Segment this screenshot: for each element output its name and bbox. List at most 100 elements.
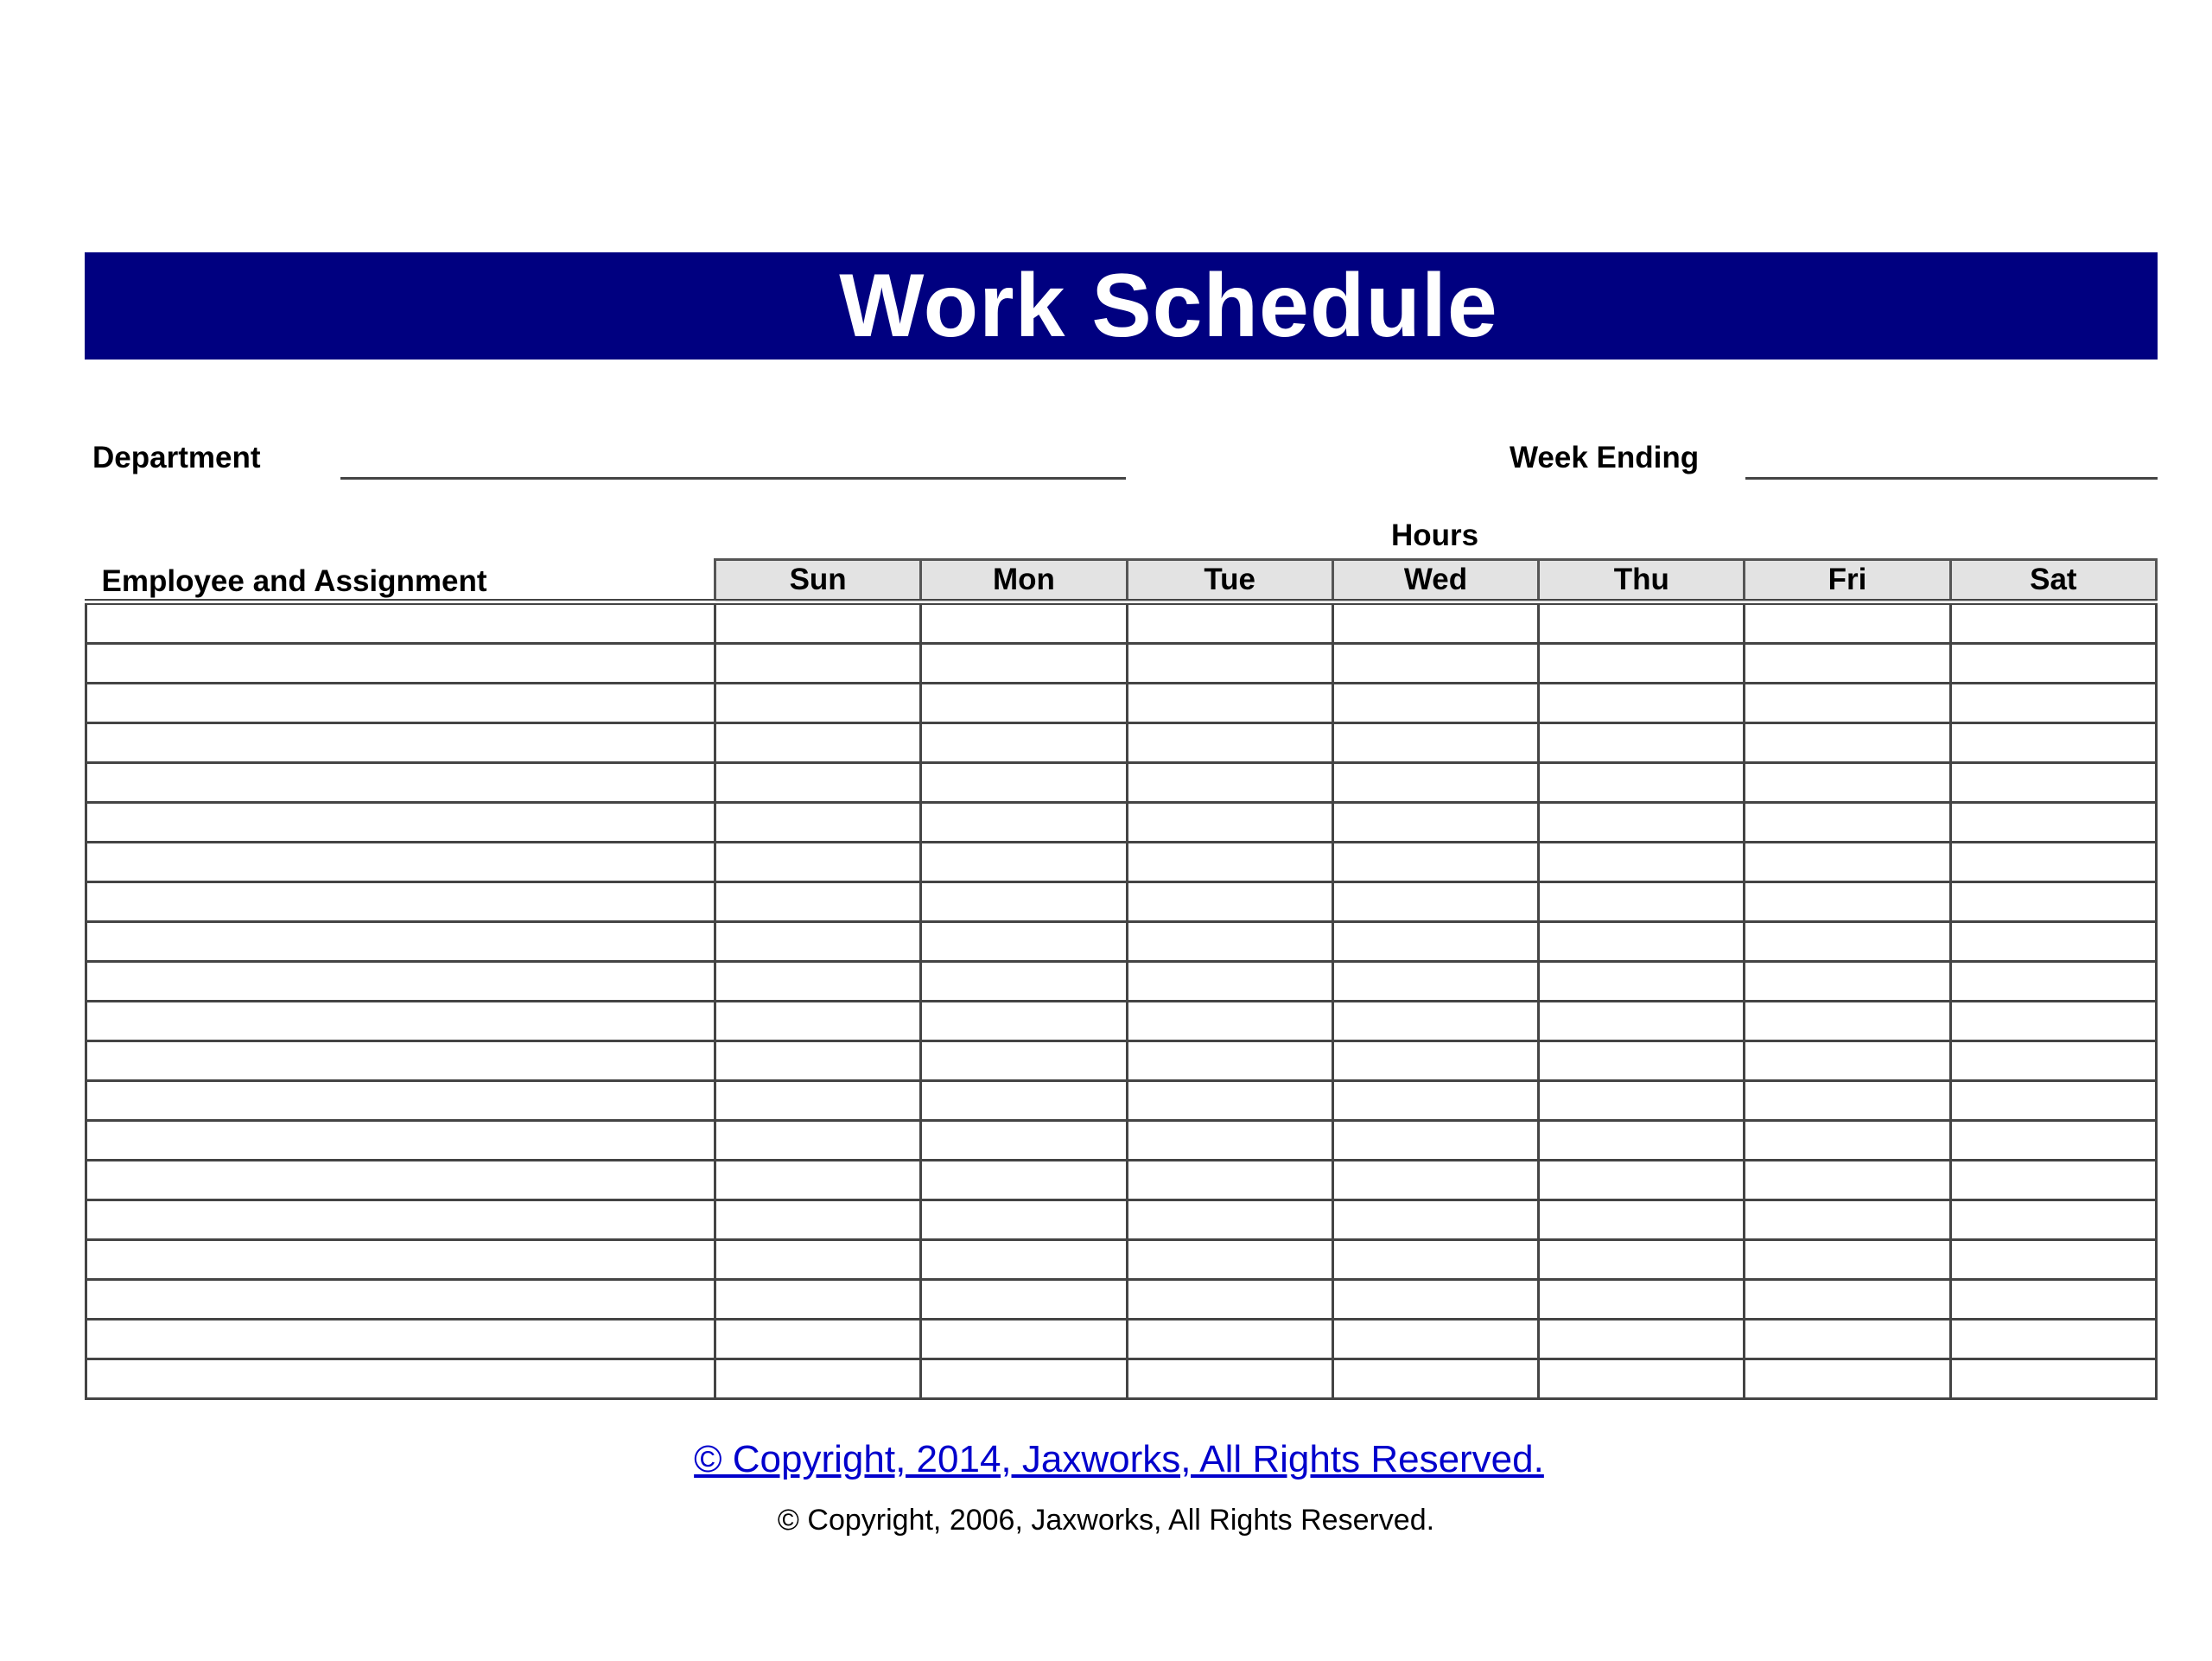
employee-cell[interactable] [85, 722, 716, 764]
hours-cell-tue[interactable] [1125, 682, 1334, 724]
hours-cell-sat[interactable] [1948, 1199, 2158, 1241]
hours-cell-mon[interactable] [919, 1278, 1128, 1321]
hours-cell-thu[interactable] [1537, 881, 1746, 923]
hours-cell-thu[interactable] [1537, 801, 1746, 843]
hours-cell-fri[interactable] [1743, 801, 1952, 843]
hours-cell-wed[interactable] [1331, 1318, 1541, 1360]
hours-cell-sun[interactable] [713, 1318, 923, 1360]
hours-cell-thu[interactable] [1537, 642, 1746, 684]
hours-cell-fri[interactable] [1743, 1278, 1952, 1321]
hours-cell-fri[interactable] [1743, 960, 1952, 1002]
hours-cell-sun[interactable] [713, 642, 923, 684]
hours-cell-thu[interactable] [1537, 1040, 1746, 1082]
hours-cell-tue[interactable] [1125, 1040, 1334, 1082]
hours-cell-tue[interactable] [1125, 599, 1334, 645]
hours-cell-wed[interactable] [1331, 1278, 1541, 1321]
employee-cell[interactable] [85, 1199, 716, 1241]
hours-cell-mon[interactable] [919, 1199, 1128, 1241]
hours-cell-tue[interactable] [1125, 1119, 1334, 1161]
hours-cell-wed[interactable] [1331, 1358, 1541, 1400]
hours-cell-wed[interactable] [1331, 1040, 1541, 1082]
hours-cell-fri[interactable] [1743, 642, 1952, 684]
hours-cell-tue[interactable] [1125, 1199, 1334, 1241]
hours-cell-tue[interactable] [1125, 642, 1334, 684]
hours-cell-wed[interactable] [1331, 761, 1541, 804]
hours-cell-tue[interactable] [1125, 881, 1334, 923]
hours-cell-sun[interactable] [713, 841, 923, 883]
employee-cell[interactable] [85, 881, 716, 923]
employee-cell[interactable] [85, 920, 716, 963]
hours-cell-tue[interactable] [1125, 1159, 1334, 1201]
hours-cell-wed[interactable] [1331, 682, 1541, 724]
employee-cell[interactable] [85, 599, 716, 645]
hours-cell-mon[interactable] [919, 801, 1128, 843]
hours-cell-sat[interactable] [1948, 920, 2158, 963]
hours-cell-sun[interactable] [713, 1238, 923, 1281]
hours-cell-thu[interactable] [1537, 1079, 1746, 1122]
hours-cell-tue[interactable] [1125, 1000, 1334, 1042]
hours-cell-sun[interactable] [713, 1358, 923, 1400]
hours-cell-mon[interactable] [919, 1079, 1128, 1122]
hours-cell-mon[interactable] [919, 960, 1128, 1002]
hours-cell-tue[interactable] [1125, 920, 1334, 963]
hours-cell-fri[interactable] [1743, 1000, 1952, 1042]
hours-cell-fri[interactable] [1743, 1079, 1952, 1122]
hours-cell-sun[interactable] [713, 881, 923, 923]
hours-cell-tue[interactable] [1125, 722, 1334, 764]
hours-cell-mon[interactable] [919, 1238, 1128, 1281]
hours-cell-wed[interactable] [1331, 722, 1541, 764]
hours-cell-sat[interactable] [1948, 1238, 2158, 1281]
hours-cell-fri[interactable] [1743, 1119, 1952, 1161]
hours-cell-thu[interactable] [1537, 682, 1746, 724]
hours-cell-fri[interactable] [1743, 1238, 1952, 1281]
copyright-link[interactable]: © Copyright, 2014, Jaxworks, All Rights … [694, 1438, 1544, 1480]
hours-cell-sun[interactable] [713, 801, 923, 843]
hours-cell-sun[interactable] [713, 722, 923, 764]
hours-cell-sat[interactable] [1948, 1159, 2158, 1201]
employee-cell[interactable] [85, 1159, 716, 1201]
hours-cell-wed[interactable] [1331, 920, 1541, 963]
hours-cell-sun[interactable] [713, 920, 923, 963]
hours-cell-sat[interactable] [1948, 841, 2158, 883]
hours-cell-thu[interactable] [1537, 761, 1746, 804]
hours-cell-mon[interactable] [919, 841, 1128, 883]
hours-cell-sat[interactable] [1948, 801, 2158, 843]
employee-cell[interactable] [85, 841, 716, 883]
hours-cell-wed[interactable] [1331, 801, 1541, 843]
hours-cell-tue[interactable] [1125, 960, 1334, 1002]
hours-cell-sun[interactable] [713, 682, 923, 724]
employee-cell[interactable] [85, 1278, 716, 1321]
hours-cell-sat[interactable] [1948, 1040, 2158, 1082]
hours-cell-thu[interactable] [1537, 722, 1746, 764]
hours-cell-mon[interactable] [919, 682, 1128, 724]
hours-cell-thu[interactable] [1537, 1318, 1746, 1360]
hours-cell-sat[interactable] [1948, 1318, 2158, 1360]
employee-cell[interactable] [85, 801, 716, 843]
hours-cell-sun[interactable] [713, 1000, 923, 1042]
hours-cell-sat[interactable] [1948, 881, 2158, 923]
hours-cell-tue[interactable] [1125, 801, 1334, 843]
hours-cell-thu[interactable] [1537, 1000, 1746, 1042]
hours-cell-fri[interactable] [1743, 1159, 1952, 1201]
hours-cell-fri[interactable] [1743, 1199, 1952, 1241]
hours-cell-sat[interactable] [1948, 1278, 2158, 1321]
hours-cell-wed[interactable] [1331, 960, 1541, 1002]
hours-cell-thu[interactable] [1537, 599, 1746, 645]
hours-cell-wed[interactable] [1331, 841, 1541, 883]
hours-cell-tue[interactable] [1125, 1318, 1334, 1360]
hours-cell-wed[interactable] [1331, 881, 1541, 923]
hours-cell-mon[interactable] [919, 722, 1128, 764]
hours-cell-mon[interactable] [919, 1318, 1128, 1360]
hours-cell-sun[interactable] [713, 1119, 923, 1161]
hours-cell-mon[interactable] [919, 642, 1128, 684]
hours-cell-mon[interactable] [919, 920, 1128, 963]
hours-cell-sat[interactable] [1948, 1079, 2158, 1122]
employee-cell[interactable] [85, 1238, 716, 1281]
employee-cell[interactable] [85, 1079, 716, 1122]
hours-cell-thu[interactable] [1537, 841, 1746, 883]
hours-cell-tue[interactable] [1125, 1358, 1334, 1400]
hours-cell-mon[interactable] [919, 599, 1128, 645]
hours-cell-sat[interactable] [1948, 599, 2158, 645]
employee-cell[interactable] [85, 1119, 716, 1161]
hours-cell-wed[interactable] [1331, 1079, 1541, 1122]
